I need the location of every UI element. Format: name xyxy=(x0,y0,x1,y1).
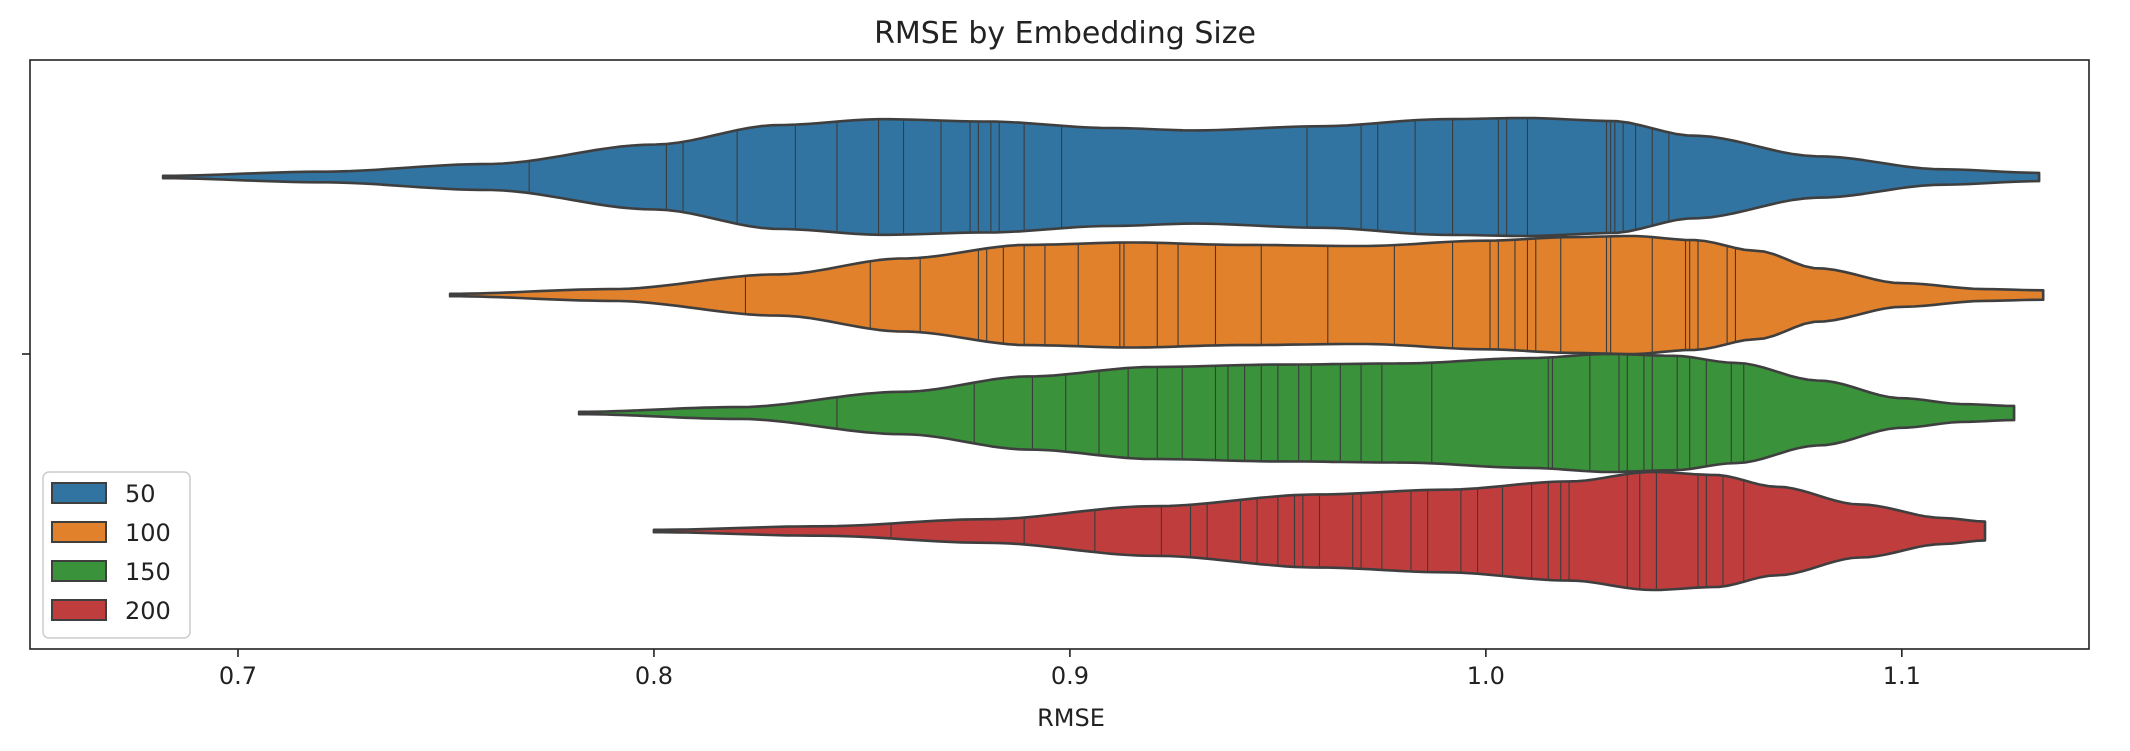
violin-body-50 xyxy=(163,118,2040,236)
violin-outline-200 xyxy=(652,470,1987,592)
violin-layer xyxy=(161,116,2045,592)
x-tick-label-0.9: 0.9 xyxy=(1051,662,1089,690)
legend-swatch-100 xyxy=(51,521,107,543)
violin-100 xyxy=(448,234,2045,356)
violin-outline-50 xyxy=(161,116,2041,238)
legend-box xyxy=(42,471,191,639)
legend-label-50: 50 xyxy=(125,480,156,508)
chart-title: RMSE by Embedding Size xyxy=(874,16,1256,51)
x-tick-label-1.1: 1.1 xyxy=(1883,662,1921,690)
legend-swatch-50 xyxy=(51,482,107,504)
violin-outline-100 xyxy=(448,234,2045,356)
violin-body-100 xyxy=(450,236,2044,354)
violin-50 xyxy=(161,116,2041,238)
legend-swatch-200 xyxy=(51,599,107,621)
x-axis-label: RMSE xyxy=(1037,704,1105,732)
violin-outline-150 xyxy=(577,352,2016,474)
legend-swatch-150 xyxy=(51,560,107,582)
violin-200 xyxy=(652,470,1987,592)
legend-label-100: 100 xyxy=(125,519,171,547)
x-axis: 0.7 0.8 0.9 1.0 1.1 xyxy=(219,649,1921,690)
violin-body-150 xyxy=(579,354,2015,472)
legend: 50 100 150 200 xyxy=(42,471,191,639)
x-tick-label-1.0: 1.0 xyxy=(1467,662,1505,690)
legend-label-150: 150 xyxy=(125,558,171,586)
x-tick-label-0.7: 0.7 xyxy=(219,662,257,690)
legend-label-200: 200 xyxy=(125,597,171,625)
violin-150 xyxy=(577,352,2016,474)
x-tick-label-0.8: 0.8 xyxy=(635,662,673,690)
